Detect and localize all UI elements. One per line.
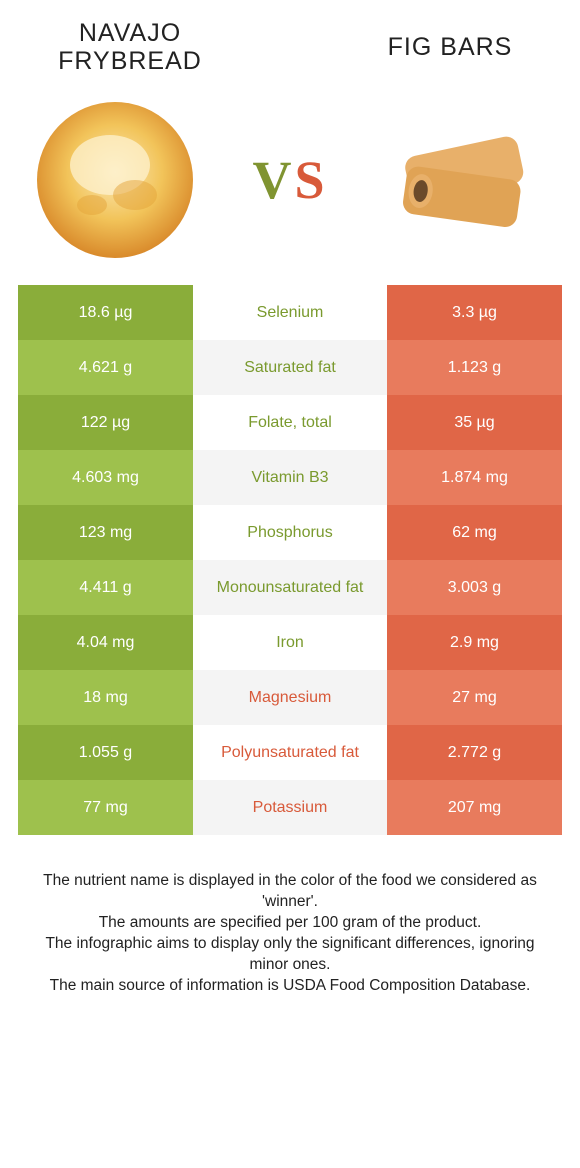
table-row: 77 mg Potassium 207 mg: [18, 780, 562, 835]
value-left: 18.6 µg: [18, 285, 193, 340]
infographic-container: Navajo Frybread Fig bars: [0, 0, 580, 997]
food-image-left: [30, 95, 200, 265]
footer-line-4: The main source of information is USDA F…: [28, 976, 552, 997]
value-left: 4.603 mg: [18, 450, 193, 505]
nutrient-label: Folate, total: [193, 395, 387, 450]
value-right: 1.123 g: [387, 340, 562, 395]
footer-line-2: The amounts are specified per 100 gram o…: [28, 913, 552, 934]
nutrient-label: Potassium: [193, 780, 387, 835]
title-right: Fig bars: [350, 33, 550, 62]
nutrient-label: Magnesium: [193, 670, 387, 725]
table-row: 18.6 µg Selenium 3.3 µg: [18, 285, 562, 340]
title-right-col: Fig bars: [350, 33, 550, 62]
title-left-col: Navajo Frybread: [30, 20, 230, 75]
table-row: 18 mg Magnesium 27 mg: [18, 670, 562, 725]
comparison-table: 18.6 µg Selenium 3.3 µg 4.621 g Saturate…: [0, 285, 580, 835]
vs-label: V S: [252, 149, 327, 211]
footer-line-1: The nutrient name is displayed in the co…: [28, 871, 552, 913]
nutrient-label: Vitamin B3: [193, 450, 387, 505]
value-left: 123 mg: [18, 505, 193, 560]
nutrient-label: Saturated fat: [193, 340, 387, 395]
nutrient-label: Selenium: [193, 285, 387, 340]
value-left: 1.055 g: [18, 725, 193, 780]
value-right: 3.003 g: [387, 560, 562, 615]
table-row: 4.04 mg Iron 2.9 mg: [18, 615, 562, 670]
table-row: 4.411 g Monounsaturated fat 3.003 g: [18, 560, 562, 615]
value-left: 4.04 mg: [18, 615, 193, 670]
value-left: 18 mg: [18, 670, 193, 725]
table-row: 122 µg Folate, total 35 µg: [18, 395, 562, 450]
nutrient-label: Polyunsaturated fat: [193, 725, 387, 780]
value-left: 4.411 g: [18, 560, 193, 615]
header-titles: Navajo Frybread Fig bars: [0, 0, 580, 85]
value-left: 77 mg: [18, 780, 193, 835]
value-left: 122 µg: [18, 395, 193, 450]
images-row: V S: [0, 85, 580, 285]
table-row: 4.621 g Saturated fat 1.123 g: [18, 340, 562, 395]
value-left: 4.621 g: [18, 340, 193, 395]
footer-line-3: The infographic aims to display only the…: [28, 934, 552, 976]
value-right: 2.9 mg: [387, 615, 562, 670]
table-row: 4.603 mg Vitamin B3 1.874 mg: [18, 450, 562, 505]
value-right: 62 mg: [387, 505, 562, 560]
food-image-right: [380, 95, 550, 265]
nutrient-label: Phosphorus: [193, 505, 387, 560]
footer-notes: The nutrient name is displayed in the co…: [0, 835, 580, 997]
value-right: 3.3 µg: [387, 285, 562, 340]
table-row: 123 mg Phosphorus 62 mg: [18, 505, 562, 560]
value-right: 2.772 g: [387, 725, 562, 780]
nutrient-label: Monounsaturated fat: [193, 560, 387, 615]
value-right: 207 mg: [387, 780, 562, 835]
title-left: Navajo Frybread: [30, 20, 230, 75]
value-right: 27 mg: [387, 670, 562, 725]
table-row: 1.055 g Polyunsaturated fat 2.772 g: [18, 725, 562, 780]
value-right: 1.874 mg: [387, 450, 562, 505]
nutrient-label: Iron: [193, 615, 387, 670]
vs-letter-v: V: [252, 149, 294, 211]
value-right: 35 µg: [387, 395, 562, 450]
vs-letter-s: S: [294, 149, 327, 211]
